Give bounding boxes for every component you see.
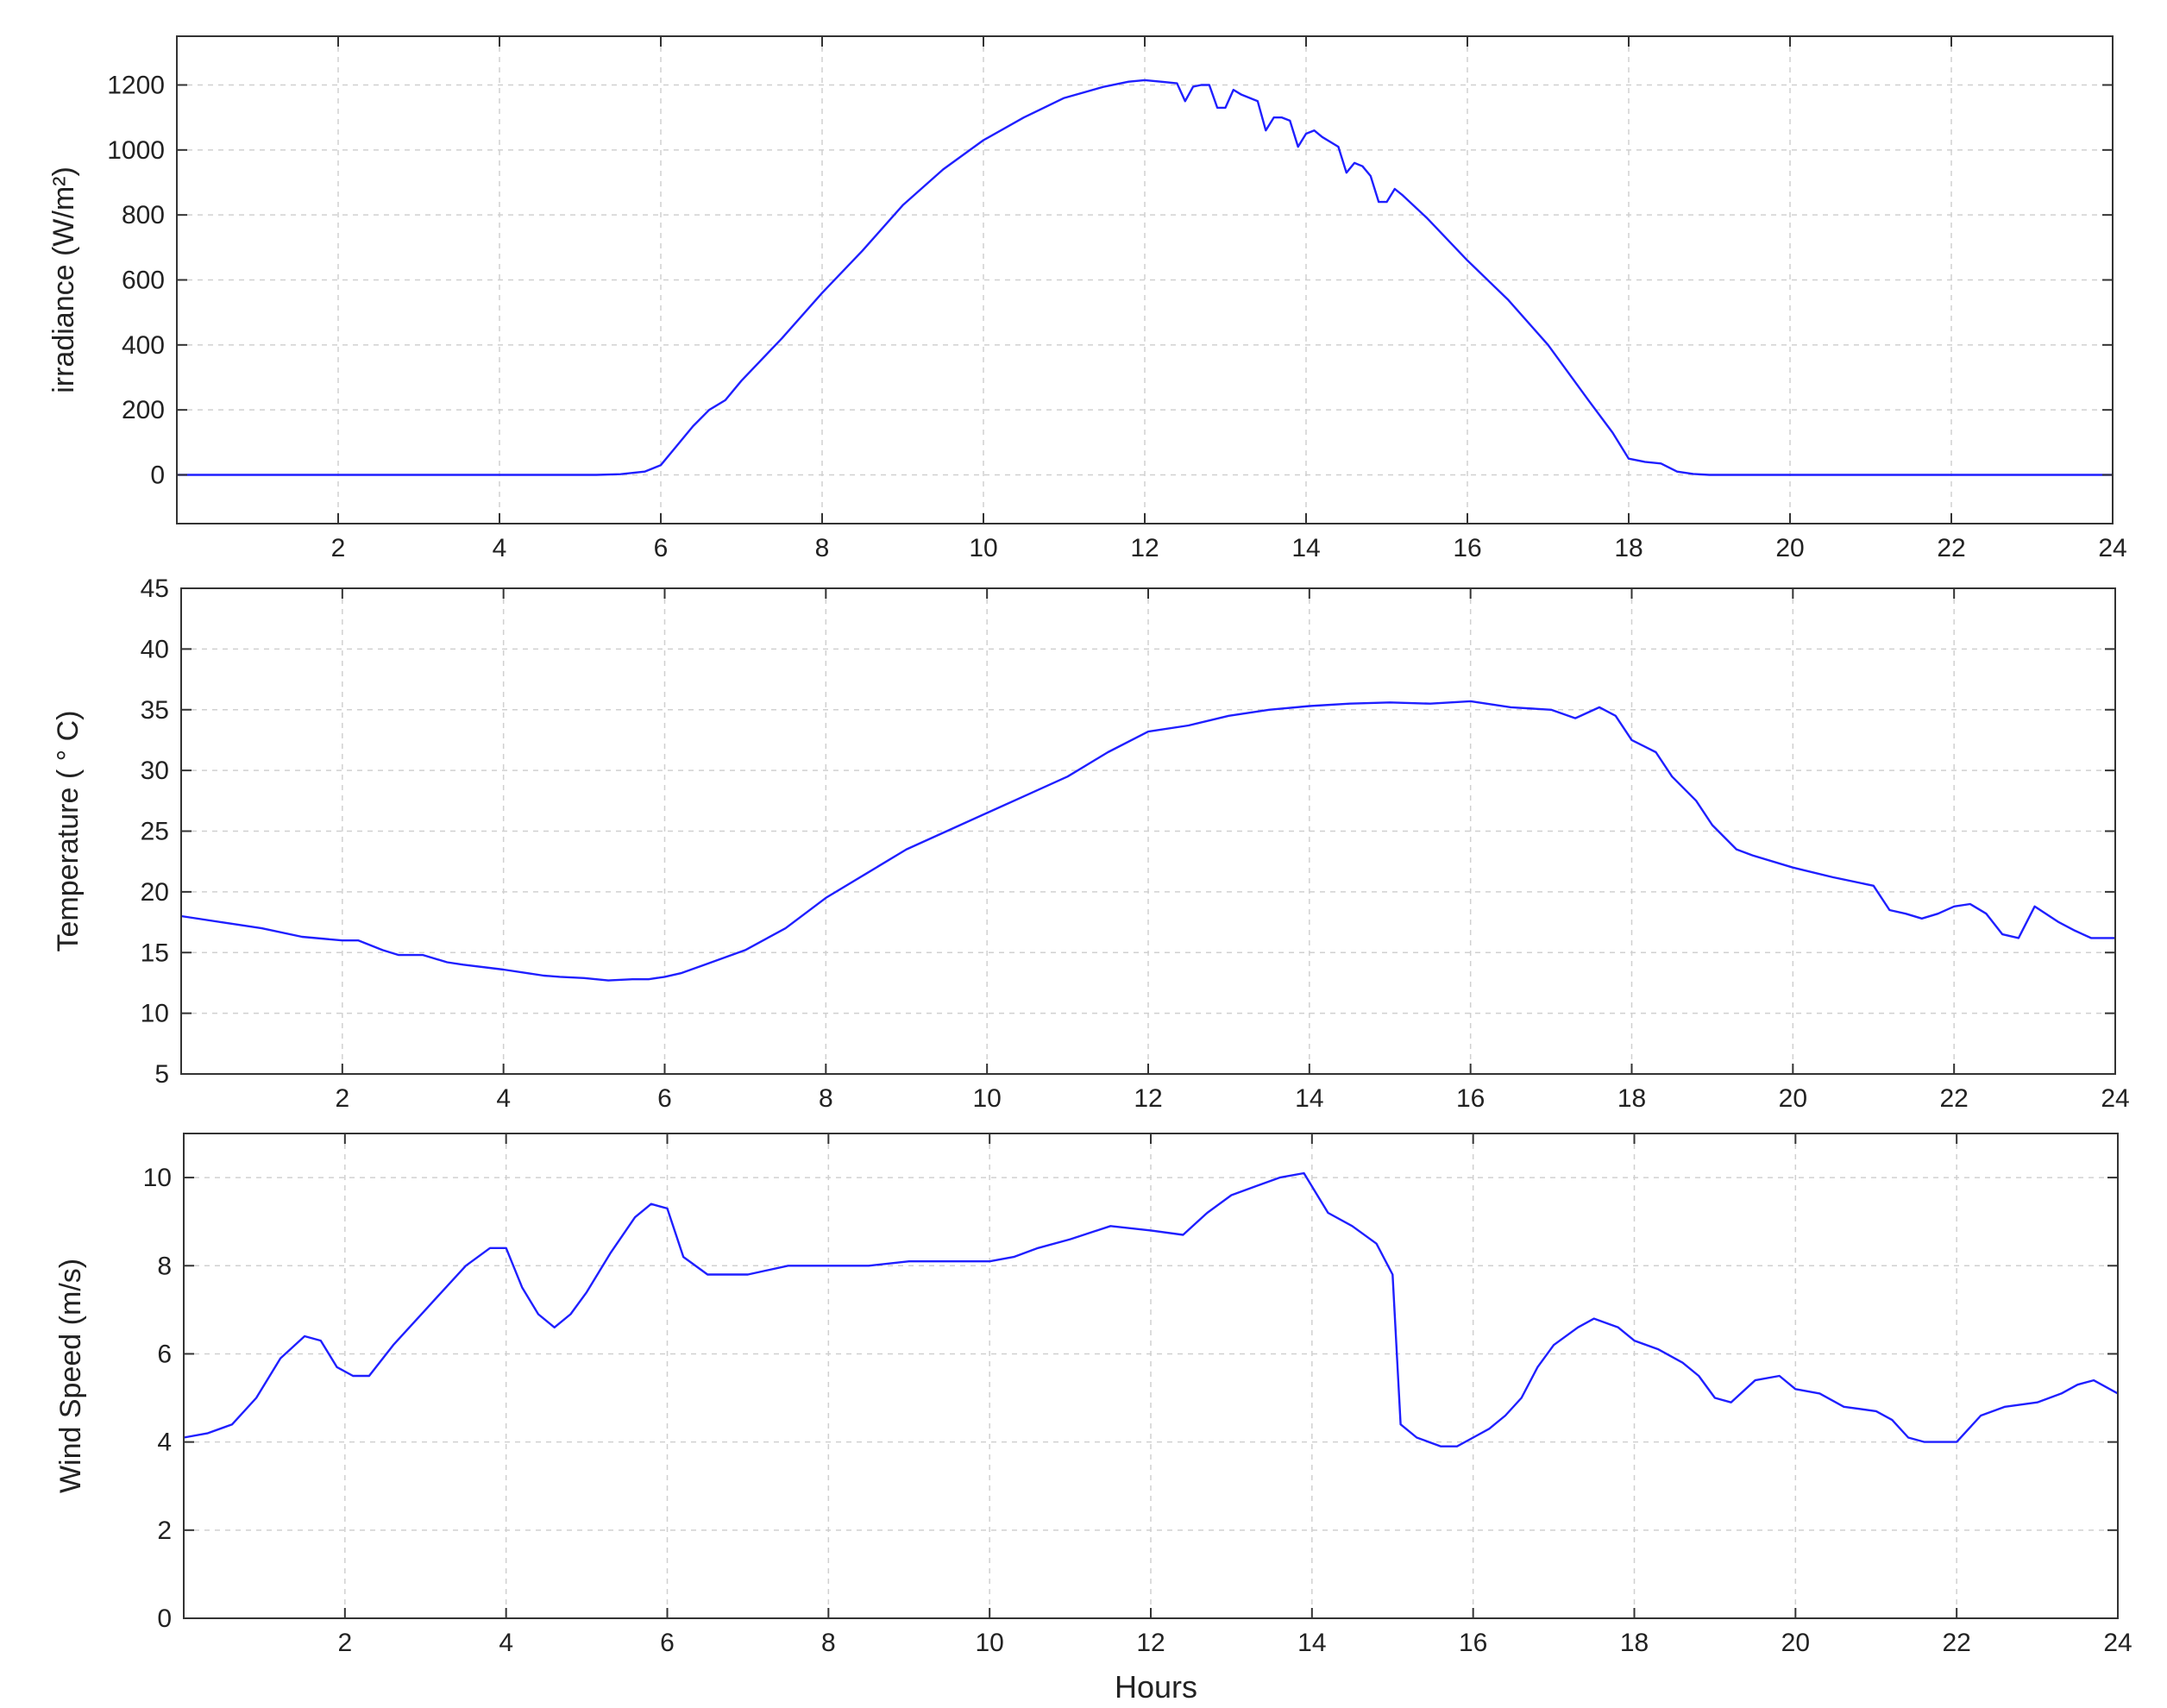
x-tick-label: 12 bbox=[1134, 1084, 1162, 1113]
x-tick-label: 18 bbox=[1620, 1629, 1649, 1657]
x-tick-label: 22 bbox=[1939, 1084, 1968, 1113]
x-tick-label: 2 bbox=[331, 534, 346, 562]
x-tick-label: 18 bbox=[1614, 534, 1643, 562]
series-line bbox=[180, 700, 2115, 982]
y-tick-label: 1200 bbox=[107, 72, 165, 100]
y-tick-label: 10 bbox=[143, 1164, 172, 1192]
y-tick-label: 2 bbox=[157, 1516, 172, 1545]
x-tick-label: 20 bbox=[1775, 534, 1804, 562]
y-tick-label: 10 bbox=[141, 1000, 169, 1028]
y-tick-label: 40 bbox=[141, 635, 169, 663]
x-tick-label: 6 bbox=[654, 534, 669, 562]
x-tick-label: 18 bbox=[1617, 1084, 1646, 1113]
x-tick-label: 10 bbox=[972, 1084, 1001, 1113]
x-tick-label: 24 bbox=[2103, 1629, 2132, 1657]
x-tick-label: 2 bbox=[335, 1084, 349, 1113]
chart-panel-2: 2 4 6 8 10 12 14 16 18 20 22 2451015202530354045Tem… bbox=[52, 575, 2130, 1113]
y-tick-label: 4 bbox=[157, 1429, 172, 1457]
chart-panel-1: 2 4 6 8 10 12 14 16 18 20 22 2402004006008001000120… bbox=[47, 35, 2127, 562]
x-tick-label: 14 bbox=[1295, 1084, 1323, 1113]
x-tick-label: 20 bbox=[1779, 1084, 1807, 1113]
y-tick-label: 600 bbox=[122, 267, 165, 295]
series-line bbox=[177, 78, 2113, 476]
x-tick-label: 10 bbox=[975, 1629, 1003, 1657]
y-tick-label: 20 bbox=[141, 878, 169, 907]
x-tick-label: 14 bbox=[1291, 534, 1320, 562]
y-tick-label: 45 bbox=[141, 575, 169, 603]
panels: 2 4 6 8 10 12 14 16 18 20 22 2402004006008001000120… bbox=[47, 35, 2132, 1657]
y-tick-label: 200 bbox=[122, 396, 165, 424]
x-tick-label: 2 bbox=[337, 1629, 352, 1657]
x-tick-label: 16 bbox=[1456, 1084, 1485, 1113]
y-tick-label: 30 bbox=[141, 757, 169, 785]
x-tick-label: 12 bbox=[1136, 1629, 1165, 1657]
y-tick-label: 35 bbox=[141, 696, 169, 725]
x-tick-label: 14 bbox=[1297, 1629, 1326, 1657]
y-axis-label: Temperature ( ° C) bbox=[52, 710, 85, 951]
x-tick-label: 4 bbox=[499, 1629, 513, 1657]
x-tick-label: 22 bbox=[1942, 1629, 1970, 1657]
x-tick-label: 6 bbox=[657, 1084, 672, 1113]
y-tick-label: 25 bbox=[141, 818, 169, 846]
y-tick-label: 15 bbox=[141, 939, 169, 967]
x-tick-label: 12 bbox=[1130, 534, 1159, 562]
x-tick-label: 20 bbox=[1781, 1629, 1810, 1657]
y-tick-label: 6 bbox=[157, 1340, 172, 1368]
y-tick-label: 0 bbox=[150, 462, 165, 490]
x-tick-label: 8 bbox=[821, 1629, 836, 1657]
y-tick-label: 800 bbox=[122, 201, 165, 229]
x-tick-label: 24 bbox=[2098, 534, 2126, 562]
y-axis-label: Wind Speed (m/s) bbox=[54, 1259, 87, 1493]
y-tick-label: 400 bbox=[122, 331, 165, 360]
x-tick-label: 16 bbox=[1453, 534, 1481, 562]
x-tick-label: 4 bbox=[496, 1084, 511, 1113]
series-line bbox=[183, 1171, 2119, 1447]
x-tick-label: 24 bbox=[2101, 1084, 2129, 1113]
x-axis-label: Hours bbox=[1115, 1669, 1197, 1705]
x-tick-label: 10 bbox=[969, 534, 997, 562]
x-tick-label: 16 bbox=[1459, 1629, 1487, 1657]
x-tick-label: 22 bbox=[1937, 534, 1965, 562]
x-tick-label: 6 bbox=[660, 1629, 675, 1657]
y-axis-label: irradiance (W/m²) bbox=[47, 166, 80, 393]
y-tick-label: 1000 bbox=[107, 136, 165, 165]
y-tick-label: 0 bbox=[157, 1604, 172, 1633]
x-tick-label: 4 bbox=[493, 534, 507, 562]
y-tick-label: 8 bbox=[157, 1252, 172, 1280]
x-tick-label: 8 bbox=[815, 534, 830, 562]
y-tick-label: 5 bbox=[154, 1060, 169, 1089]
x-tick-label: 8 bbox=[819, 1084, 833, 1113]
